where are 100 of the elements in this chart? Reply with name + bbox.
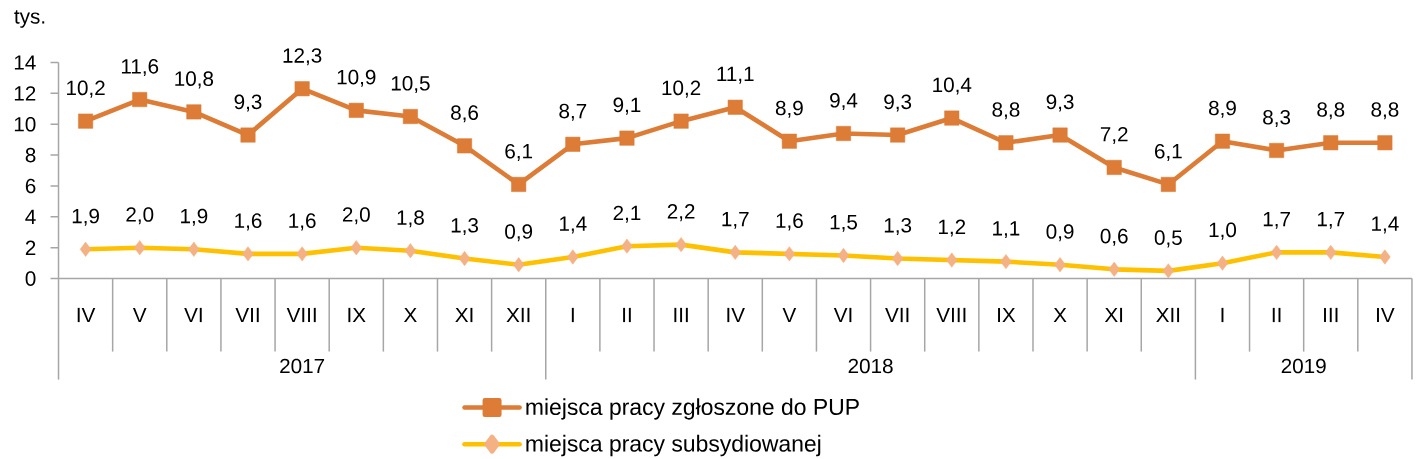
data-label: 8,3: [1263, 109, 1291, 127]
data-label: 0,9: [505, 224, 533, 242]
point: [1269, 143, 1285, 158]
data-label: 1,8: [397, 210, 424, 228]
data-label: 8,8: [992, 102, 1020, 120]
point: [675, 237, 687, 253]
data-label: 9,4: [830, 92, 858, 111]
point: [511, 176, 527, 192]
data-label: 10,9: [337, 69, 376, 87]
data-label: 0,6: [1100, 228, 1128, 246]
y-tick-label: 14: [14, 55, 36, 70]
data-label: 11,6: [121, 59, 159, 77]
data-label: 1,6: [289, 213, 316, 231]
data-label: 11,1: [717, 66, 754, 84]
point: [1270, 244, 1283, 260]
legend-label: miejsca pracy subsydiowanej: [526, 434, 821, 457]
data-label: 8,6: [451, 105, 478, 123]
point: [1000, 254, 1012, 270]
x-tick-label: XI: [1104, 307, 1123, 323]
point: [1052, 127, 1068, 143]
data-label: 1,2: [938, 219, 966, 237]
data-label: 10,2: [67, 80, 105, 98]
data-label: 1,1: [993, 221, 1020, 239]
point: [240, 127, 256, 143]
x-tick-label: VII: [885, 307, 909, 323]
data-label: 1,7: [722, 211, 749, 229]
data-label: 1,5: [830, 215, 857, 232]
point: [565, 136, 581, 152]
data-label: 10,4: [933, 77, 972, 95]
data-label: 2,2: [667, 204, 695, 222]
text: 2019: [1281, 358, 1326, 374]
data-label: 1,4: [560, 216, 587, 234]
point: [673, 113, 689, 129]
point: [890, 127, 906, 143]
x-tick-label: IX: [348, 307, 366, 323]
data-label: 0,5: [1154, 230, 1182, 248]
y-tick-label: 2: [25, 240, 36, 255]
data-label: 1,6: [235, 213, 262, 231]
point: [729, 244, 741, 260]
data-label: 2,0: [342, 207, 370, 225]
data-label: 8,7: [559, 103, 587, 121]
x-tick-label: XII: [1156, 307, 1180, 323]
data-label: 1,7: [1317, 211, 1345, 229]
data-label: 1,0: [1209, 222, 1237, 240]
point: [567, 249, 579, 265]
point: [242, 246, 254, 262]
point: [891, 251, 904, 266]
data-label: 10,2: [662, 80, 701, 98]
data-label: 1,3: [451, 217, 478, 236]
y-tick-label: 4: [25, 209, 36, 224]
point: [1377, 135, 1393, 151]
point: [783, 246, 796, 262]
x-tick-label: I: [1221, 307, 1224, 323]
x-tick-label: VII: [235, 307, 259, 323]
data-label: 2,1: [613, 205, 641, 223]
point: [134, 240, 146, 256]
data-label: 1,4: [1372, 216, 1399, 234]
x-tick-label: IV: [77, 307, 96, 323]
point: [1379, 249, 1391, 265]
x-tick-label: VIII: [936, 307, 966, 323]
text: 2017: [280, 358, 325, 374]
y-axis-title: tys.: [14, 10, 45, 28]
data-label: 9,3: [234, 94, 262, 112]
point: [1160, 176, 1176, 192]
x-tick-label: V: [782, 307, 797, 323]
point: [78, 113, 94, 129]
data-label: 8,8: [1317, 102, 1345, 120]
point: [296, 246, 308, 262]
x-tick-label: V: [132, 307, 147, 323]
x-tick-label: XII: [506, 307, 530, 323]
data-label: 9,1: [613, 97, 641, 115]
data-label: 9,3: [1046, 94, 1074, 112]
data-label: 8,9: [1209, 100, 1236, 118]
point: [513, 257, 525, 273]
data-label: 0,9: [1046, 224, 1074, 242]
point: [781, 133, 797, 149]
data-label: 8,9: [775, 100, 803, 118]
point: [402, 109, 418, 124]
point: [186, 104, 202, 120]
point: [619, 130, 635, 146]
point: [350, 240, 362, 256]
data-label: 1,3: [884, 217, 912, 236]
data-label: 1,7: [1263, 211, 1290, 229]
legend-label: miejsca pracy zgłoszone do PUP: [526, 398, 859, 420]
x-tick-label: X: [403, 307, 417, 323]
x-tick-label: VIII: [286, 307, 316, 323]
point: [132, 92, 148, 107]
point: [1216, 255, 1229, 271]
point: [1106, 159, 1122, 175]
text: 2018: [848, 358, 893, 374]
point: [998, 135, 1014, 151]
x-tick-label: IV: [727, 307, 745, 323]
y-tick-label: 12: [14, 86, 36, 101]
point: [1325, 244, 1337, 260]
data-label: 1,9: [181, 208, 208, 226]
point: [188, 241, 200, 257]
data-label: 2,0: [126, 207, 154, 225]
x-tick-label: XI: [455, 307, 473, 323]
data-label: 1,9: [72, 208, 99, 226]
point: [458, 251, 471, 266]
